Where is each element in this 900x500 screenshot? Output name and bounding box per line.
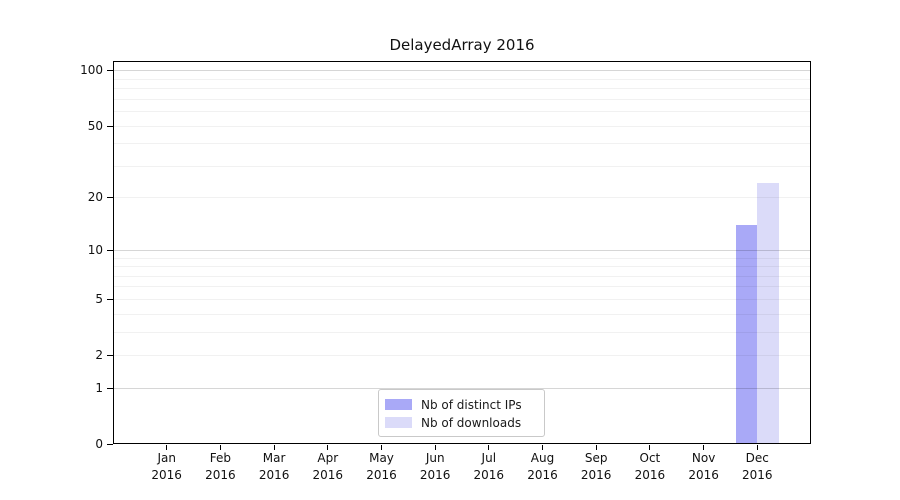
y-axis-tick-label: 20 [87, 190, 103, 205]
x-axis-tick [381, 445, 382, 450]
x-tick-month: Dec [745, 451, 769, 465]
x-tick-month: Mar [262, 451, 286, 465]
x-tick-year: 2016 [366, 468, 397, 482]
legend: Nb of distinct IPs Nb of downloads [378, 389, 545, 437]
x-tick-year: 2016 [258, 468, 290, 482]
y-gridline-minor [113, 355, 811, 356]
y-gridline-major [113, 249, 811, 251]
x-tick-month: Apr [317, 451, 339, 465]
y-gridline-minor [113, 298, 811, 300]
x-axis-tick-label: Feb 2016 [188, 450, 252, 484]
legend-label-downloads: Nb of downloads [421, 415, 522, 430]
y-gridline-minor [113, 313, 811, 315]
x-axis-tick [166, 445, 168, 450]
x-tick-year: 2016 [527, 468, 558, 482]
y-axis-tick [107, 387, 113, 389]
x-axis-tick [703, 445, 705, 450]
y-axis-tick [107, 197, 113, 199]
x-axis-tick-label: Aug 2016 [511, 450, 575, 484]
bar-dec-downloads [757, 183, 779, 444]
x-tick-year: 2016 [634, 468, 666, 482]
x-tick-year: 2016 [312, 468, 344, 482]
y-gridline-minor [113, 165, 811, 167]
x-axis-tick-label: Jan 2016 [135, 450, 199, 484]
x-tick-month: Nov [691, 451, 716, 465]
x-axis-tick [434, 445, 436, 450]
bar-dec-distinct-ips [735, 224, 758, 444]
x-tick-month: Sep [584, 451, 608, 465]
x-tick-year: 2016 [419, 468, 451, 482]
y-axis-tick-label: 5 [95, 291, 103, 306]
plot-area [113, 61, 811, 444]
x-axis-tick-label: Oct 2016 [618, 450, 682, 484]
x-tick-month: Jan [157, 451, 176, 465]
x-tick-year: 2016 [151, 468, 182, 482]
y-axis-tick [107, 444, 113, 445]
y-gridline-minor [113, 286, 811, 288]
y-axis-tick [107, 70, 113, 72]
y-axis-tick [107, 125, 113, 127]
x-axis-tick-label: Apr 2016 [296, 450, 360, 484]
x-axis-tick [595, 445, 597, 450]
x-axis-tick-label: Dec 2016 [725, 450, 789, 484]
x-tick-month: Feb [209, 451, 232, 465]
x-tick-year: 2016 [688, 468, 719, 482]
x-axis-tick-label: Jun 2016 [403, 450, 467, 484]
legend-item-distinct-ips: Nb of distinct IPs [385, 396, 536, 413]
y-gridline-minor [113, 88, 811, 89]
x-axis-tick [327, 445, 329, 450]
y-axis-tick-label: 1 [95, 380, 103, 395]
y-gridline-minor [113, 125, 811, 127]
y-gridline-minor [113, 331, 811, 333]
x-tick-month: Jul [481, 451, 497, 465]
y-gridline-minor [113, 98, 811, 100]
x-axis-tick [756, 445, 758, 450]
y-axis-tick [107, 298, 113, 300]
x-axis-tick [542, 445, 543, 450]
x-axis-tick-label: Nov 2016 [672, 450, 736, 484]
x-axis-tick [219, 445, 221, 450]
x-tick-year: 2016 [473, 468, 505, 482]
y-axis-tick-label: 100 [80, 63, 103, 78]
legend-label-distinct-ips: Nb of distinct IPs [421, 397, 522, 412]
legend-swatch-distinct-ips [385, 399, 412, 410]
x-tick-month: Aug [530, 451, 555, 465]
x-axis-tick-label: May 2016 [350, 450, 414, 484]
y-gridline-minor [113, 78, 811, 80]
y-gridline-minor [113, 143, 811, 145]
y-axis-tick-label: 10 [87, 242, 103, 257]
legend-swatch-downloads [385, 417, 412, 428]
y-gridline-minor [113, 197, 811, 199]
y-gridline-minor [113, 257, 811, 259]
x-tick-year: 2016 [580, 468, 612, 482]
x-tick-month: Oct [639, 451, 661, 465]
legend-item-downloads: Nb of downloads [385, 414, 536, 431]
y-gridline-minor [113, 275, 811, 277]
chart-title: DelayedArray 2016 [389, 36, 535, 54]
x-tick-year: 2016 [205, 468, 236, 482]
y-axis-tick [107, 355, 113, 356]
x-axis-tick-label: Mar 2016 [242, 450, 306, 484]
x-tick-year: 2016 [742, 468, 773, 482]
y-gridline-minor [113, 266, 811, 267]
y-axis-tick-label: 0 [95, 437, 103, 451]
x-axis-tick-label: Sep 2016 [564, 450, 628, 484]
y-gridline-major [113, 70, 811, 72]
y-axis-tick [107, 249, 113, 251]
y-axis-tick-label: 50 [87, 118, 103, 133]
x-axis-tick [273, 445, 275, 450]
y-gridline-minor [113, 110, 811, 112]
y-axis-tick-label: 2 [95, 348, 103, 362]
x-tick-month: May [369, 451, 394, 465]
x-axis-tick [488, 445, 490, 450]
x-tick-month: Jun [425, 451, 445, 465]
y-gridline-major [113, 387, 811, 389]
x-axis-tick-label: Jul 2016 [457, 450, 521, 484]
x-axis-tick [649, 445, 651, 450]
